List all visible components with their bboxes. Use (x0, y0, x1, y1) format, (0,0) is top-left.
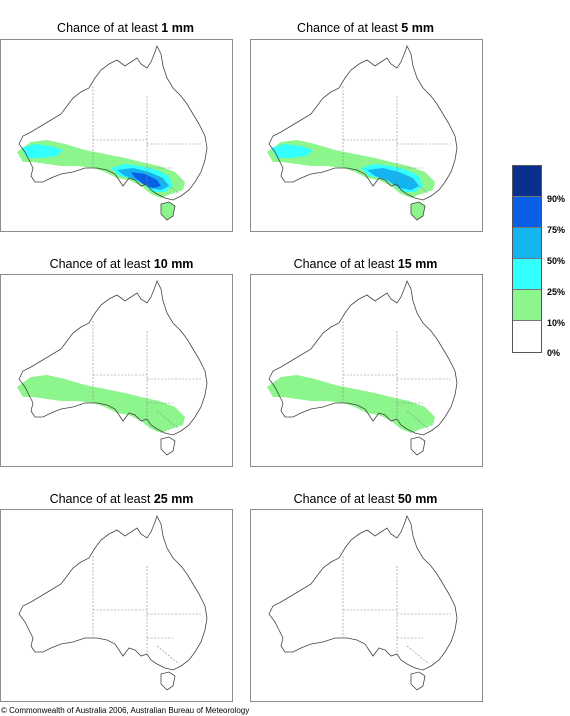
australia-map (267, 44, 458, 221)
map-panel-25mm (0, 509, 233, 702)
australia-map (17, 44, 208, 221)
tasmania (160, 201, 176, 221)
panel-title-5mm: Chance of at least 5 mm (297, 21, 434, 35)
map-panel-15mm (250, 274, 483, 467)
tasmania (160, 436, 176, 456)
tasmania (410, 671, 426, 691)
panel-title-15mm: Chance of at least 15 mm (293, 257, 438, 271)
legend-label-10: 10% (547, 318, 566, 328)
legend-swatch-75 (513, 197, 541, 228)
panel-title-50mm: Chance of at least 50 mm (293, 492, 438, 506)
legend-swatch-10 (513, 290, 541, 321)
coastline (268, 514, 458, 671)
legend-swatch-50 (513, 228, 541, 259)
panel-title-25mm: Chance of at least 25 mm (49, 492, 194, 506)
legend-label-0: 0% (547, 348, 561, 358)
copyright-notice: © Commonwealth of Australia 2006, Austra… (1, 706, 250, 715)
tasmania (410, 201, 426, 221)
legend-swatch-90 (513, 166, 541, 197)
coastline (18, 514, 208, 671)
legend-label-90: 90% (547, 194, 566, 204)
state-border (156, 645, 180, 665)
tasmania (160, 671, 176, 691)
state-border (156, 175, 180, 195)
australia-map (268, 514, 458, 691)
rain-probability-area-deep (131, 172, 161, 188)
mainland-fill (269, 516, 457, 670)
map-panel-5mm (250, 39, 483, 232)
australia-map (18, 514, 208, 691)
map-panel-50mm (250, 509, 483, 702)
state-border (406, 410, 430, 430)
legend-swatch-0 (513, 321, 541, 352)
legend-label-50: 50% (547, 256, 566, 266)
map-panel-10mm (0, 274, 233, 467)
legend-label-25: 25% (547, 287, 566, 297)
tasmania (410, 436, 426, 456)
coastline (268, 279, 458, 436)
rain-probability-area-mid (367, 168, 419, 190)
state-border (156, 410, 180, 430)
panel-title-10mm: Chance of at least 10 mm (49, 257, 194, 271)
coastline (18, 44, 208, 201)
legend-label-75: 75% (547, 225, 566, 235)
panel-title-1mm: Chance of at least 1 mm (57, 21, 194, 35)
probability-legend (512, 165, 542, 353)
map-panel-1mm (0, 39, 233, 232)
coastline (268, 44, 458, 201)
coastline (18, 279, 208, 436)
legend-swatch-25 (513, 259, 541, 290)
state-border (406, 645, 430, 665)
australia-map (267, 279, 458, 456)
australia-map (17, 279, 208, 456)
state-border (406, 175, 430, 195)
mainland-fill (19, 516, 207, 670)
